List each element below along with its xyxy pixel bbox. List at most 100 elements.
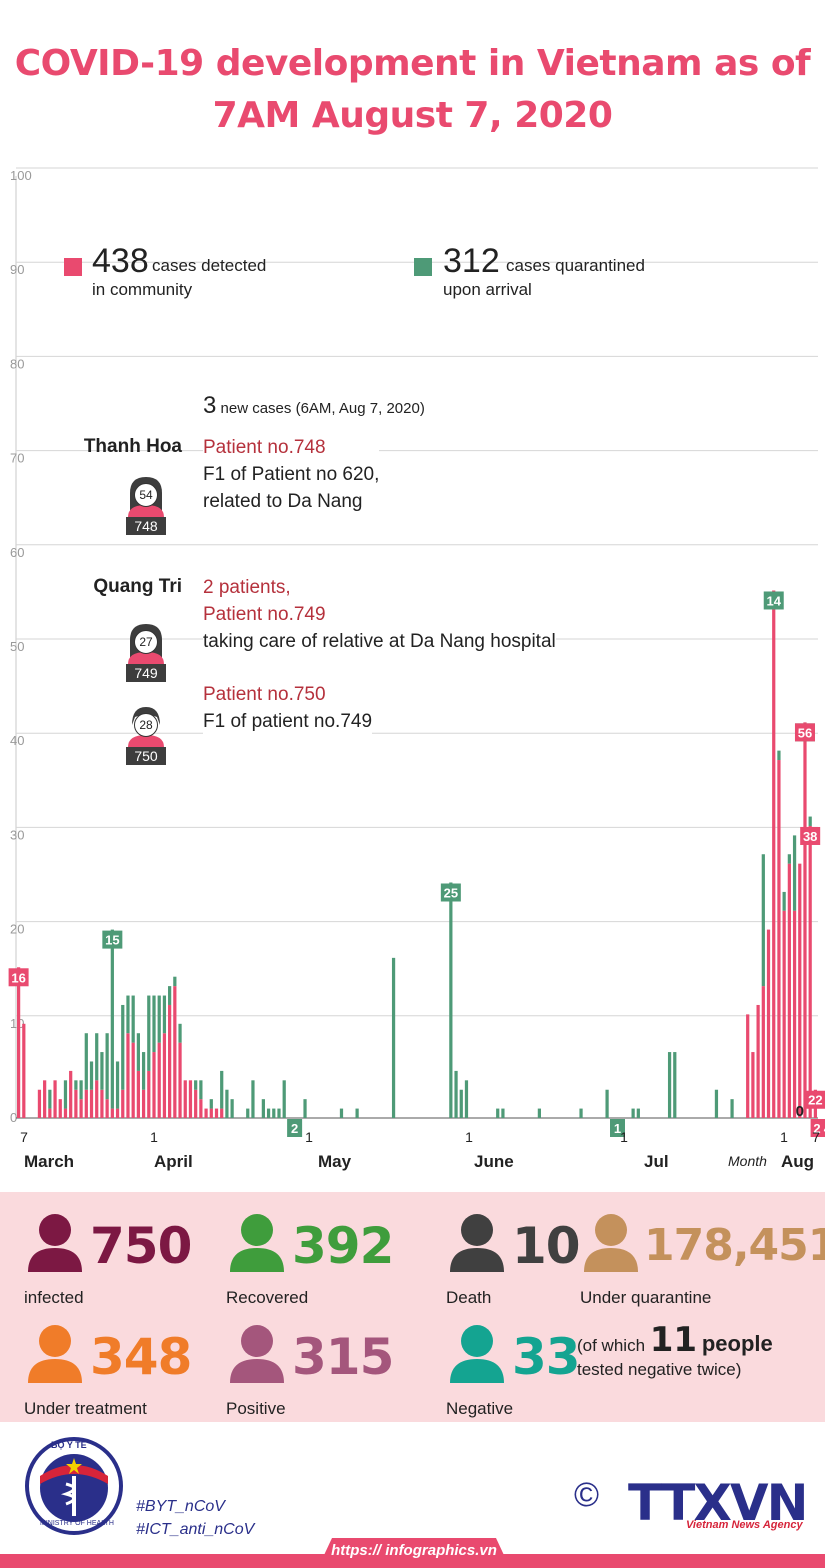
stat-positive-label: Positive <box>226 1399 286 1418</box>
data-label: 42 <box>824 1121 825 1136</box>
legend-quarantined-label-2: upon arrival <box>443 280 532 299</box>
bar-quarantined <box>84 1033 88 1090</box>
x-tick-label: 1 <box>465 1129 473 1145</box>
x-tick-label: 1 <box>305 1129 313 1145</box>
bar-quarantined <box>79 1080 83 1100</box>
bar-community <box>131 1042 135 1118</box>
bar-quarantined <box>173 976 177 987</box>
bar-quarantined <box>266 1108 271 1118</box>
y-tick-label: 80 <box>10 356 24 371</box>
stat-recovered-label: Recovered <box>226 1288 309 1307</box>
patient-750-line-1: F1 of patient no.749 <box>203 711 373 732</box>
bar-community <box>84 1089 88 1118</box>
legend-community-count: 438 <box>92 242 149 280</box>
bar-community <box>141 1089 146 1118</box>
data-label: 2 <box>291 1121 298 1136</box>
data-label: 56 <box>798 725 812 740</box>
bar-community <box>803 722 807 1118</box>
seal-top-text: BỘ Y TẾ <box>51 1440 87 1450</box>
bar-quarantined <box>194 1080 198 1090</box>
bar-community <box>199 1099 203 1118</box>
bar-community <box>782 910 786 1118</box>
stat-negative-value: 33 <box>512 1328 581 1386</box>
bar-community <box>792 910 797 1118</box>
bar-community <box>766 929 771 1118</box>
bar-quarantined <box>631 1108 635 1118</box>
bar-quarantined <box>126 995 130 1034</box>
y-tick-label: 90 <box>10 262 24 277</box>
website-link[interactable]: https:// infographics.vn <box>331 1542 497 1559</box>
negative-note: (of which 11 people tested negative twic… <box>577 1323 773 1382</box>
data-label: 1 <box>614 1121 621 1136</box>
bar-quarantined <box>178 1023 182 1043</box>
patient-750-age: 28 <box>134 713 158 737</box>
stat-death-value: 10 <box>512 1217 581 1275</box>
page-title: COVID-19 development in Vietnam as of 7A… <box>14 43 811 136</box>
bar-community <box>48 1108 52 1118</box>
month-axis-word: Month <box>728 1153 767 1169</box>
bar-community <box>43 1080 47 1118</box>
x-tick-label: 1 <box>620 1129 628 1145</box>
stat-under-quarantine-value: 178,451 <box>644 1220 825 1271</box>
bar-quarantined <box>136 1033 140 1071</box>
stat-under-quarantine-label: Under quarantine <box>580 1288 712 1307</box>
bar-community <box>756 1004 760 1118</box>
bar-community <box>22 1023 26 1118</box>
bar-community <box>173 986 177 1118</box>
month-label: March <box>24 1152 74 1171</box>
patient-750-title: Patient no.750 <box>203 684 326 705</box>
bar-community <box>126 1033 130 1118</box>
seal-bottom-text: MINISTRY OF HEALTH <box>40 1520 114 1527</box>
note-prefix: (of which <box>577 1336 646 1355</box>
data-label-box <box>287 1119 303 1137</box>
bar-community <box>89 1089 94 1118</box>
data-label-box <box>8 968 29 987</box>
new-cases-text: new cases (6AM, Aug 7, 2020) <box>220 400 425 417</box>
bar-quarantined <box>303 1099 307 1118</box>
patient-748-age: 54 <box>134 483 158 507</box>
new-cases-count: 3 <box>203 392 217 419</box>
y-tick-label: 70 <box>10 451 24 466</box>
data-label-box <box>794 723 815 742</box>
data-label: 22 <box>808 1093 822 1108</box>
person-icon <box>584 1214 638 1272</box>
bar-quarantined <box>449 882 453 1118</box>
bar-community <box>100 1089 104 1118</box>
bar-community <box>58 1099 62 1118</box>
x-tick-label: 1 <box>150 1129 158 1145</box>
bar-quarantined <box>48 1089 52 1109</box>
hashtag-2[interactable]: #ICT_anti_nCoV <box>136 1521 255 1538</box>
data-label: 0 <box>796 1103 804 1120</box>
bar-community <box>220 1108 224 1118</box>
bar-quarantined <box>277 1108 281 1118</box>
data-label: 15 <box>105 933 119 948</box>
bar-quarantined <box>459 1089 463 1118</box>
data-label-box <box>805 1090 825 1109</box>
patient-748-tag: 748 <box>126 517 166 535</box>
hashtag-1[interactable]: #BYT_nCoV <box>136 1498 225 1515</box>
bar-quarantined <box>761 854 765 987</box>
bar-community <box>74 1089 78 1118</box>
bar-community <box>746 1014 750 1118</box>
bar-quarantined <box>141 1052 146 1090</box>
patient-750-avatar: 28 750 <box>124 705 168 765</box>
patient-750-info: Patient no.750 F1 of patient no.749 <box>203 681 373 735</box>
bar-quarantined <box>714 1089 719 1118</box>
bar-quarantined <box>199 1080 203 1100</box>
y-tick-label: 60 <box>10 545 24 560</box>
person-icon <box>28 1214 82 1272</box>
bar-quarantined <box>168 986 172 1005</box>
y-tick-label: 0 <box>10 1110 17 1125</box>
data-label-box <box>440 883 461 902</box>
x-tick-label: 7 <box>20 1129 28 1145</box>
ministry-of-health-seal-icon <box>25 1437 123 1535</box>
bar-quarantined <box>115 1061 120 1109</box>
bar-community <box>772 590 776 1118</box>
bar-community <box>105 1099 109 1118</box>
bar-community <box>79 1099 83 1118</box>
bar-quarantined <box>157 995 161 1043</box>
bar-quarantined <box>272 1108 276 1118</box>
bar-community <box>183 1080 187 1118</box>
legend-community-label-2: in community <box>92 280 193 299</box>
bar-quarantined <box>636 1108 640 1118</box>
